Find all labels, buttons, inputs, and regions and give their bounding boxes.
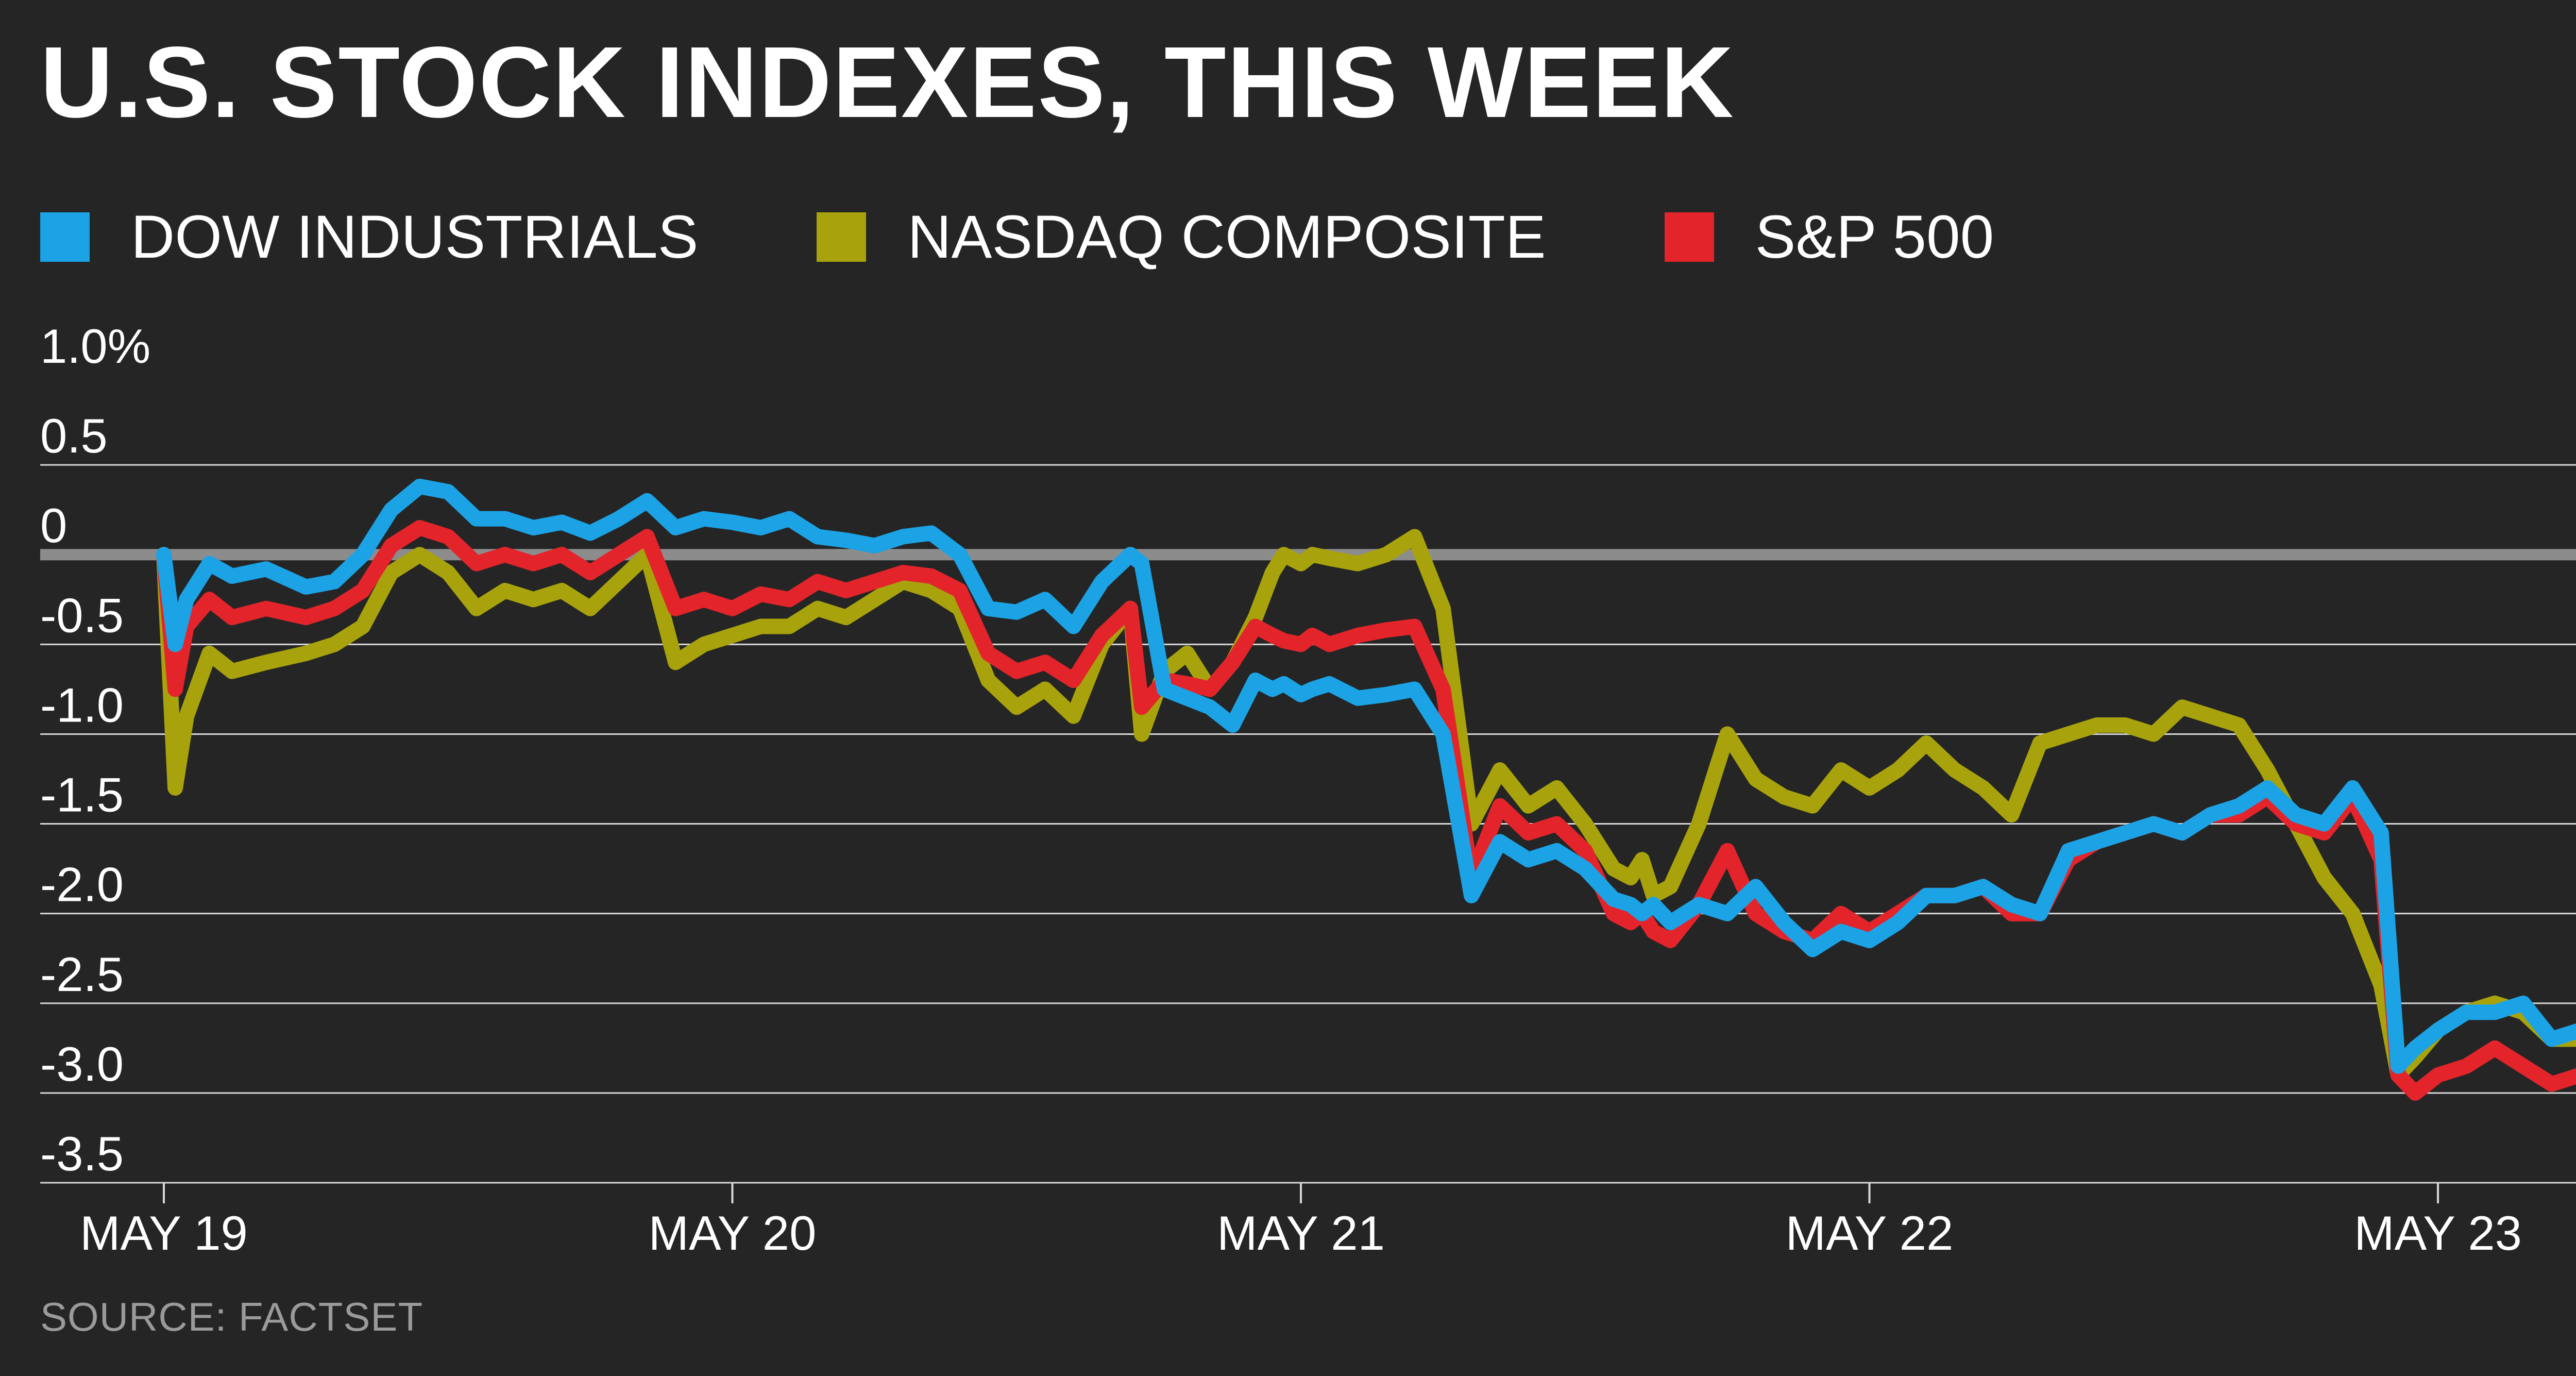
y-tick-label: -3.0: [40, 1037, 124, 1091]
legend-item-sp500: S&P 500: [1664, 203, 1994, 271]
legend-swatch-dow: [40, 212, 90, 262]
y-tick-label: 0.5: [40, 409, 108, 463]
legend-swatch-sp500: [1664, 212, 1714, 262]
nasdaq-composite-line: [156, 529, 2576, 1083]
legend-label-nasdaq: NASDAQ COMPOSITE: [907, 203, 1546, 271]
chart-title: U.S. STOCK INDEXES, THIS WEEK: [40, 26, 1735, 139]
y-tick-label: -2.5: [40, 947, 124, 1001]
x-tick-label: MAY 20: [649, 1206, 817, 1260]
y-tick-label: 0: [40, 498, 67, 552]
y-tick-label: -1.0: [40, 678, 124, 732]
x-axis-ticks: MAY 19 MAY 20 MAY 21 MAY 22 MAY 23: [80, 1183, 2522, 1260]
y-tick-label: 1.0%: [40, 319, 150, 373]
y-axis-ticks: 1.0% 0.5 0 -0.5 -1.0 -1.5 -2.0 -2.5 -3.0 -3.5: [40, 319, 150, 1181]
y-tick-label: -2.0: [40, 858, 124, 912]
legend-label-dow: DOW INDUSTRIALS: [131, 203, 699, 271]
y-tick-label: -3.5: [40, 1127, 124, 1181]
y-tick-label: -0.5: [40, 588, 124, 642]
x-tick-label: MAY 23: [2354, 1206, 2522, 1260]
legend-label-sp500: S&P 500: [1755, 203, 1994, 271]
legend-item-dow: DOW INDUSTRIALS: [40, 207, 698, 267]
legend-item-nasdaq: NASDAQ COMPOSITE: [817, 207, 1546, 267]
legend-swatch-nasdaq: [817, 212, 867, 262]
dow-industrials-line: [156, 478, 2576, 1074]
x-tick-label: MAY 21: [1217, 1206, 1385, 1260]
series-lines: [156, 478, 2576, 1101]
y-tick-label: -1.5: [40, 768, 124, 822]
x-tick-label: MAY 22: [1786, 1206, 1954, 1260]
x-tick-label: MAY 19: [80, 1206, 248, 1260]
source-note: SOURCE: FACTSET: [40, 1294, 423, 1339]
legend: DOW INDUSTRIALS NASDAQ COMPOSITE S&P 500: [40, 201, 2112, 273]
